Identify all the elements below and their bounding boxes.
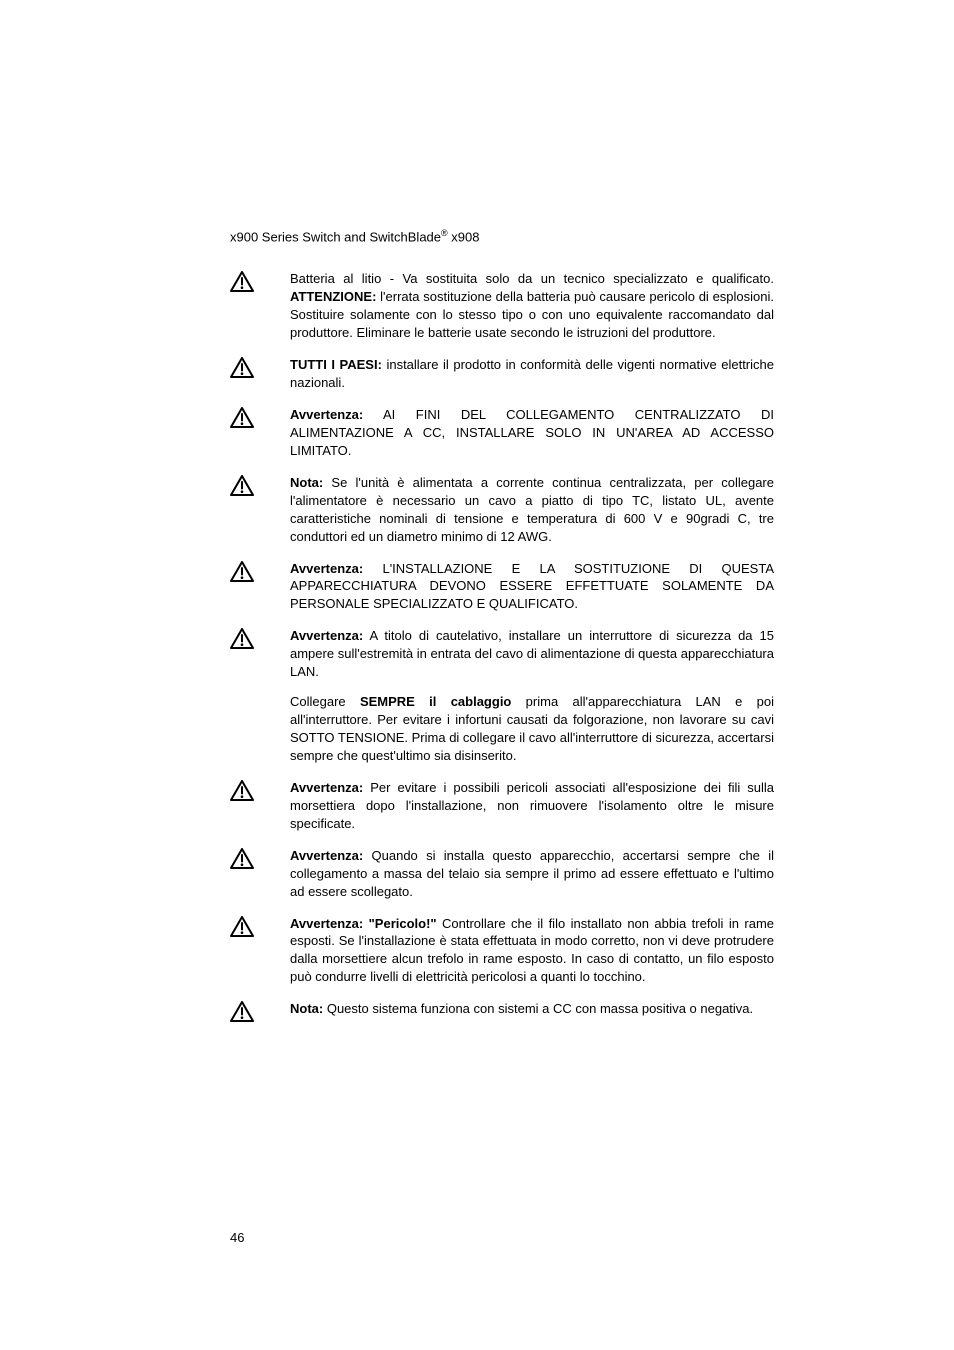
warning-entry: Avvertenza: L'INSTALLAZIONE E LA SOSTITU… xyxy=(230,560,774,614)
text-column: Avvertenza: AI FINI DEL COLLEGAMENTO CEN… xyxy=(290,406,774,460)
page: x900 Series Switch and SwitchBlade® x908… xyxy=(0,0,954,1350)
bold-text: SEMPRE il cablaggio xyxy=(360,694,511,709)
warning-entry: Avvertenza: "Pericolo!" Controllare che … xyxy=(230,915,774,987)
warning-icon xyxy=(230,848,254,869)
warning-entry: Avvertenza: A titolo di cautelativo, ins… xyxy=(230,627,774,765)
warning-entry: Avvertenza: Per evitare i possibili peri… xyxy=(230,779,774,833)
entry-paragraph: Avvertenza: "Pericolo!" Controllare che … xyxy=(290,915,774,987)
text-column: Avvertenza: "Pericolo!" Controllare che … xyxy=(290,915,774,987)
warning-icon xyxy=(230,271,254,292)
warning-entry: Avvertenza: AI FINI DEL COLLEGAMENTO CEN… xyxy=(230,406,774,460)
warning-icon xyxy=(230,628,254,649)
text-column: Avvertenza: L'INSTALLAZIONE E LA SOSTITU… xyxy=(290,560,774,614)
body-text: Questo sistema funziona con sistemi a CC… xyxy=(323,1001,753,1016)
body-text: Se l'unità è alimentata a corrente conti… xyxy=(290,475,774,544)
body-text: Per evitare i possibili pericoli associa… xyxy=(290,780,774,831)
text-column: Avvertenza: Per evitare i possibili peri… xyxy=(290,779,774,833)
icon-column xyxy=(230,847,290,869)
icon-column xyxy=(230,406,290,428)
warning-icon xyxy=(230,1001,254,1022)
icon-column xyxy=(230,915,290,937)
bold-text: Nota: xyxy=(290,1001,323,1016)
icon-column xyxy=(230,474,290,496)
bold-text: Avvertenza: "Pericolo!" xyxy=(290,916,437,931)
warning-entry: Nota: Questo sistema funziona con sistem… xyxy=(230,1000,774,1022)
body-text: Collegare xyxy=(290,694,360,709)
warning-icon xyxy=(230,475,254,496)
icon-column xyxy=(230,270,290,292)
header-text-b: x908 xyxy=(448,229,480,244)
warning-entry: TUTTI I PAESI: installare il prodotto in… xyxy=(230,356,774,392)
entry-paragraph: Avvertenza: Per evitare i possibili peri… xyxy=(290,779,774,833)
icon-column xyxy=(230,779,290,801)
bold-text: Nota: xyxy=(290,475,323,490)
text-column: TUTTI I PAESI: installare il prodotto in… xyxy=(290,356,774,392)
bold-text: Avvertenza: xyxy=(290,780,363,795)
entries-list: Batteria al litio - Va sostituita solo d… xyxy=(230,270,774,1022)
page-number: 46 xyxy=(230,1230,244,1245)
warning-icon xyxy=(230,407,254,428)
bold-text: TUTTI I PAESI: xyxy=(290,357,382,372)
entry-paragraph: Nota: Questo sistema funziona con sistem… xyxy=(290,1000,774,1018)
registered-mark: ® xyxy=(441,228,448,238)
entry-paragraph: Avvertenza: L'INSTALLAZIONE E LA SOSTITU… xyxy=(290,560,774,614)
body-text: L'INSTALLAZIONE E LA SOSTITUZIONE DI QUE… xyxy=(290,561,774,612)
warning-entry: Avvertenza: Quando si installa questo ap… xyxy=(230,847,774,901)
body-text: A titolo di cautelativo, installare un i… xyxy=(290,628,774,679)
warning-icon xyxy=(230,780,254,801)
warning-entry: Batteria al litio - Va sostituita solo d… xyxy=(230,270,774,342)
bold-text: Avvertenza: xyxy=(290,628,363,643)
entry-paragraph: Avvertenza: AI FINI DEL COLLEGAMENTO CEN… xyxy=(290,406,774,460)
text-column: Avvertenza: Quando si installa questo ap… xyxy=(290,847,774,901)
icon-column xyxy=(230,560,290,582)
warning-icon xyxy=(230,916,254,937)
bold-text: ATTENZIONE: xyxy=(290,289,376,304)
bold-text: Avvertenza: xyxy=(290,561,363,576)
warning-icon xyxy=(230,357,254,378)
text-column: Batteria al litio - Va sostituita solo d… xyxy=(290,270,774,342)
warning-icon xyxy=(230,561,254,582)
body-text: Quando si installa questo apparecchio, a… xyxy=(290,848,774,899)
bold-text: Avvertenza: xyxy=(290,407,363,422)
bold-text: Avvertenza: xyxy=(290,848,363,863)
entry-paragraph: Batteria al litio - Va sostituita solo d… xyxy=(290,270,774,342)
icon-column xyxy=(230,627,290,649)
icon-column xyxy=(230,356,290,378)
entry-extra-paragraph: Collegare SEMPRE il cablaggio prima all'… xyxy=(290,693,774,765)
entry-paragraph: TUTTI I PAESI: installare il prodotto in… xyxy=(290,356,774,392)
page-header: x900 Series Switch and SwitchBlade® x908 xyxy=(230,228,774,244)
body-text: AI FINI DEL COLLEGAMENTO CENTRALIZZATO D… xyxy=(290,407,774,458)
header-text-a: x900 Series Switch and SwitchBlade xyxy=(230,229,441,244)
text-column: Nota: Questo sistema funziona con sistem… xyxy=(290,1000,774,1018)
warning-entry: Nota: Se l'unità è alimentata a corrente… xyxy=(230,474,774,546)
icon-column xyxy=(230,1000,290,1022)
text-column: Avvertenza: A titolo di cautelativo, ins… xyxy=(290,627,774,765)
text-column: Nota: Se l'unità è alimentata a corrente… xyxy=(290,474,774,546)
entry-paragraph: Nota: Se l'unità è alimentata a corrente… xyxy=(290,474,774,546)
body-text: Batteria al litio - Va sostituita solo d… xyxy=(290,271,774,286)
entry-paragraph: Avvertenza: Quando si installa questo ap… xyxy=(290,847,774,901)
entry-paragraph: Avvertenza: A titolo di cautelativo, ins… xyxy=(290,627,774,681)
